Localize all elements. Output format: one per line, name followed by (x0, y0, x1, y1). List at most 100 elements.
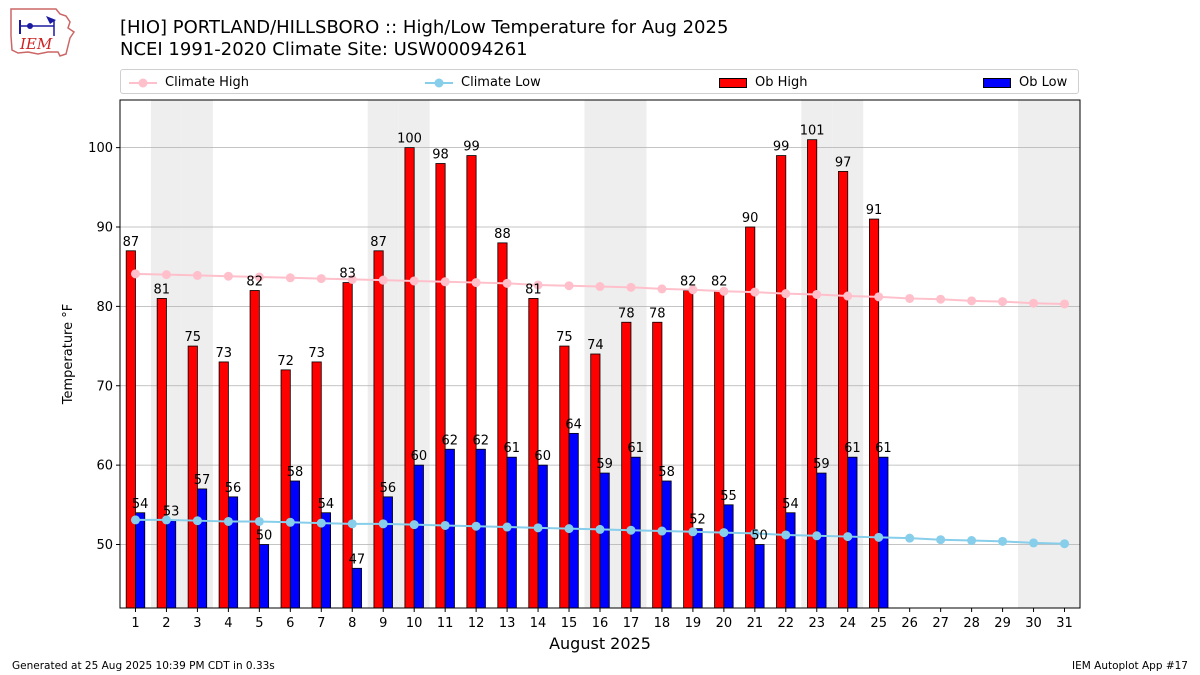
legend-label-climate-high: Climate High (165, 75, 250, 90)
legend-swatch-climate-high (129, 78, 157, 87)
x-tick-label: 2 (162, 616, 170, 631)
ob-high-bar (652, 321, 663, 609)
ob-low-data-label: 57 (194, 473, 211, 488)
climate-high-point (781, 289, 791, 299)
climate-low-point (471, 521, 481, 531)
climate-low-point (688, 527, 698, 537)
ob-high-data-label: 101 (800, 124, 825, 139)
ob-low-data-label: 62 (442, 433, 459, 448)
ob-high-data-label: 91 (866, 203, 883, 218)
ob-high-data-label: 98 (432, 148, 449, 163)
ob-high-bar (838, 171, 849, 609)
climate-high-point (1060, 299, 1070, 309)
climate-low-point (595, 524, 605, 534)
chart-title: [HIO] PORTLAND/HILLSBORO :: High/Low Tem… (120, 17, 728, 61)
climate-high-point (192, 270, 202, 280)
legend-label-ob-high: Ob High (755, 75, 808, 90)
climate-high-point (595, 282, 605, 292)
x-tick-label: 30 (1025, 616, 1042, 631)
ob-low-data-label: 50 (256, 529, 273, 544)
ob-low-bar (847, 456, 858, 609)
climate-low-point (285, 517, 295, 527)
ob-low-data-label: 61 (844, 441, 861, 456)
ob-low-bar (475, 448, 486, 609)
ob-low-bar (723, 504, 734, 609)
ob-low-bar (816, 472, 827, 609)
ob-high-bar (714, 290, 725, 609)
ob-low-data-label: 58 (287, 465, 304, 480)
ob-high-bar (466, 155, 477, 609)
climate-high-point (161, 270, 171, 280)
ob-low-bar (506, 456, 517, 609)
ob-low-bar (135, 512, 146, 609)
climate-high-point (688, 285, 698, 295)
ob-low-data-label: 54 (132, 497, 149, 512)
x-tick-label: 15 (561, 616, 578, 631)
legend-label-climate-low: Climate Low (461, 75, 541, 90)
ob-high-data-label: 100 (397, 132, 422, 147)
y-tick-label: 60 (96, 459, 113, 474)
footer-app-text: IEM Autoplot App #17 (1072, 660, 1188, 672)
x-tick-label: 23 (809, 616, 826, 631)
y-tick-label: 100 (88, 141, 113, 156)
ob-high-bar (373, 250, 384, 609)
ob-high-bar (280, 369, 291, 609)
climate-high-point (936, 294, 946, 304)
ob-high-bar (497, 242, 508, 609)
x-tick-label: 1 (131, 616, 139, 631)
x-tick-label: 14 (530, 616, 547, 631)
ob-low-data-label: 54 (782, 497, 799, 512)
ob-low-bar (413, 464, 424, 609)
climate-low-point (409, 520, 419, 530)
ob-high-bar (621, 321, 632, 609)
chart-title-line2: NCEI 1991-2020 Climate Site: USW00094261 (120, 39, 528, 60)
legend-item-ob-high: Ob High (719, 70, 808, 95)
weekend-shading (584, 100, 616, 608)
ob-low-data-label: 59 (596, 457, 613, 472)
climate-low-line (135, 518, 1065, 545)
weekend-shading (832, 100, 864, 608)
legend-swatch-ob-low (983, 77, 1011, 88)
ob-low-data-label: 50 (751, 529, 768, 544)
ob-high-bar (807, 139, 818, 609)
climate-low-point (192, 516, 202, 526)
weekend-shading (367, 100, 399, 608)
ob-low-bar (692, 528, 703, 609)
x-tick-label: 19 (685, 616, 702, 631)
ob-high-bar (125, 250, 136, 609)
climate-low-point (440, 520, 450, 530)
climate-low-point (223, 516, 233, 526)
weekend-shading (1018, 100, 1050, 608)
x-axis-label: August 2025 (549, 634, 651, 653)
ob-low-bar (444, 448, 455, 609)
climate-low-point (378, 519, 388, 529)
ob-high-data-label: 75 (185, 330, 202, 345)
ob-low-bar (630, 456, 641, 609)
ob-high-data-label: 82 (246, 275, 263, 290)
ob-high-bar (528, 298, 539, 609)
climate-low-point (967, 536, 977, 546)
x-tick-label: 25 (870, 616, 887, 631)
x-tick-label: 4 (224, 616, 232, 631)
ob-high-data-label: 88 (494, 227, 511, 242)
ob-high-data-label: 99 (773, 140, 790, 155)
x-tick-label: 28 (963, 616, 980, 631)
ob-low-data-label: 58 (658, 465, 675, 480)
x-tick-label: 24 (839, 616, 856, 631)
ob-low-data-label: 56 (380, 481, 397, 496)
ob-high-data-label: 78 (649, 306, 666, 321)
climate-low-point (564, 524, 574, 534)
x-tick-label: 26 (901, 616, 918, 631)
climate-low-point (316, 518, 326, 528)
ob-low-bar (166, 520, 177, 609)
climate-low-point (905, 533, 915, 543)
climate-low-point (998, 536, 1008, 546)
x-tick-label: 17 (623, 616, 640, 631)
x-tick-label: 27 (932, 616, 949, 631)
climate-low-point (936, 535, 946, 545)
ob-low-data-label: 60 (534, 449, 551, 464)
ob-high-data-label: 97 (835, 155, 852, 170)
climate-high-point (750, 287, 760, 297)
y-axis-label: Temperature °F (61, 304, 76, 405)
